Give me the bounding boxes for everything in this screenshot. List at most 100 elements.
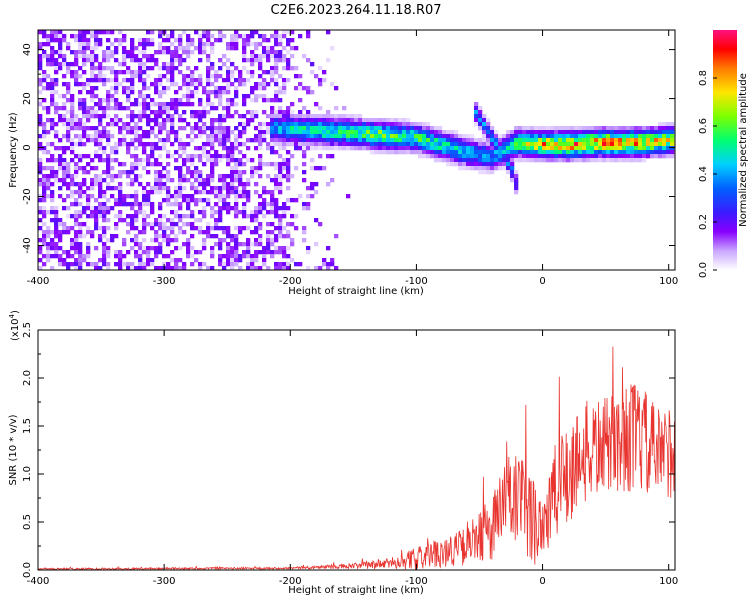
spectrogram-cell bbox=[146, 114, 151, 119]
spectrogram-cell bbox=[406, 126, 411, 131]
spectrogram-cell bbox=[518, 134, 523, 139]
spectrogram-cell bbox=[654, 150, 659, 155]
spectrogram-cell bbox=[130, 218, 135, 223]
spectrogram-cell bbox=[270, 126, 275, 131]
spectrogram-cell bbox=[226, 206, 231, 211]
spectrogram-cell bbox=[286, 198, 291, 203]
spectrogram-cell bbox=[314, 134, 319, 139]
spectrogram-cell bbox=[210, 166, 215, 171]
spectrogram-cell bbox=[86, 242, 91, 247]
spectrogram-cell bbox=[46, 82, 51, 87]
spectrogram-cell bbox=[218, 258, 223, 263]
spectrogram-cell bbox=[374, 122, 379, 127]
spectrogram-cell bbox=[218, 30, 223, 35]
spectrogram-cell bbox=[94, 226, 99, 231]
spectrogram-cell bbox=[334, 234, 339, 239]
spectrogram-cell bbox=[322, 146, 327, 151]
spectrogram-cell bbox=[58, 258, 63, 263]
spectrogram-cell bbox=[258, 74, 263, 79]
spectrogram-cell bbox=[38, 146, 43, 151]
spectrogram-cell bbox=[158, 50, 163, 55]
spectrogram-cell bbox=[642, 138, 647, 143]
spectrogram-cell bbox=[66, 174, 71, 179]
spectrogram-cell bbox=[190, 78, 195, 83]
spectrogram-cell bbox=[318, 66, 323, 71]
spectrogram-cell bbox=[662, 142, 667, 147]
spectrogram-cell bbox=[522, 146, 527, 151]
spectrogram-cell bbox=[38, 66, 43, 71]
spectrogram-cell bbox=[490, 170, 495, 175]
spectrogram-cell bbox=[258, 138, 263, 143]
spectrogram-cell bbox=[186, 74, 191, 79]
spectrogram-cell bbox=[218, 246, 223, 251]
spectrogram-cell bbox=[270, 206, 275, 211]
spectrogram-cell bbox=[158, 106, 163, 111]
spectrogram-cell bbox=[210, 142, 215, 147]
spectrogram-cell bbox=[506, 170, 511, 175]
spectrogram-cell bbox=[310, 142, 315, 147]
y-tick-label: 0.5 bbox=[22, 514, 33, 530]
spectrogram-cell bbox=[150, 154, 155, 159]
spectrogram-cell bbox=[514, 186, 519, 191]
spectrogram-cell bbox=[106, 94, 111, 99]
spectrogram-cell bbox=[438, 134, 443, 139]
spectrogram-cell bbox=[166, 190, 171, 195]
spectrogram-cell bbox=[530, 158, 535, 163]
spectrogram-cell bbox=[38, 258, 43, 263]
spectrogram-cell bbox=[134, 198, 139, 203]
spectrogram-cell bbox=[466, 162, 471, 167]
spectrogram-cell bbox=[74, 38, 79, 43]
spectrogram-cell bbox=[174, 46, 179, 51]
spectrogram-cell bbox=[94, 218, 99, 223]
spectrogram-cell bbox=[266, 162, 271, 167]
spectrogram-cell bbox=[206, 138, 211, 143]
spectrogram-cell bbox=[282, 54, 287, 59]
spectrogram-cell bbox=[154, 254, 159, 259]
spectrogram-cell bbox=[250, 218, 255, 223]
spectrogram-cell bbox=[474, 106, 479, 111]
spectrogram-cell bbox=[350, 126, 355, 131]
spectrogram-cell bbox=[330, 126, 335, 131]
spectrogram-cell bbox=[662, 130, 667, 135]
spectrogram-cell bbox=[214, 38, 219, 43]
spectrogram-cell bbox=[290, 154, 295, 159]
spectrogram-cell bbox=[590, 126, 595, 131]
spectrogram-cell bbox=[114, 114, 119, 119]
spectrogram-cell bbox=[98, 74, 103, 79]
spectrogram-cell bbox=[138, 114, 143, 119]
spectrogram-cell bbox=[78, 138, 83, 143]
spectrogram-cell bbox=[330, 178, 335, 183]
spectrogram-cell bbox=[158, 246, 163, 251]
spectrogram-cell bbox=[74, 82, 79, 87]
spectrogram-cell bbox=[282, 134, 287, 139]
spectrogram-cell bbox=[410, 142, 415, 147]
spectrogram-cell bbox=[298, 138, 303, 143]
spectrogram-cell bbox=[238, 174, 243, 179]
spectrogram-cell bbox=[302, 106, 307, 111]
spectrogram-cell bbox=[590, 134, 595, 139]
spectrogram-cell bbox=[362, 130, 367, 135]
spectrogram-cell bbox=[234, 190, 239, 195]
spectrogram-cell bbox=[398, 126, 403, 131]
spectrogram-cell bbox=[498, 166, 503, 171]
spectrogram-cell bbox=[170, 154, 175, 159]
spectrogram-cell bbox=[118, 250, 123, 255]
spectrogram-cell bbox=[138, 66, 143, 71]
spectrogram-cell bbox=[102, 30, 107, 35]
spectrogram-cell bbox=[158, 154, 163, 159]
spectrogram-cell bbox=[638, 134, 643, 139]
spectrogram-cell bbox=[222, 206, 227, 211]
spectrogram-cell bbox=[262, 258, 267, 263]
spectrogram-cell bbox=[582, 154, 587, 159]
spectrogram-cell bbox=[162, 122, 167, 127]
spectrogram-cell bbox=[162, 50, 167, 55]
spectrogram-cell bbox=[306, 86, 311, 91]
spectrogram-cell bbox=[114, 198, 119, 203]
spectrogram-cell bbox=[258, 146, 263, 151]
spectrogram-cell bbox=[122, 170, 127, 175]
spectrogram-cell bbox=[314, 190, 319, 195]
spectrogram-cell bbox=[206, 66, 211, 71]
spectrogram-cell bbox=[190, 126, 195, 131]
spectrogram-cell bbox=[270, 130, 275, 135]
spectrogram-cell bbox=[346, 142, 351, 147]
